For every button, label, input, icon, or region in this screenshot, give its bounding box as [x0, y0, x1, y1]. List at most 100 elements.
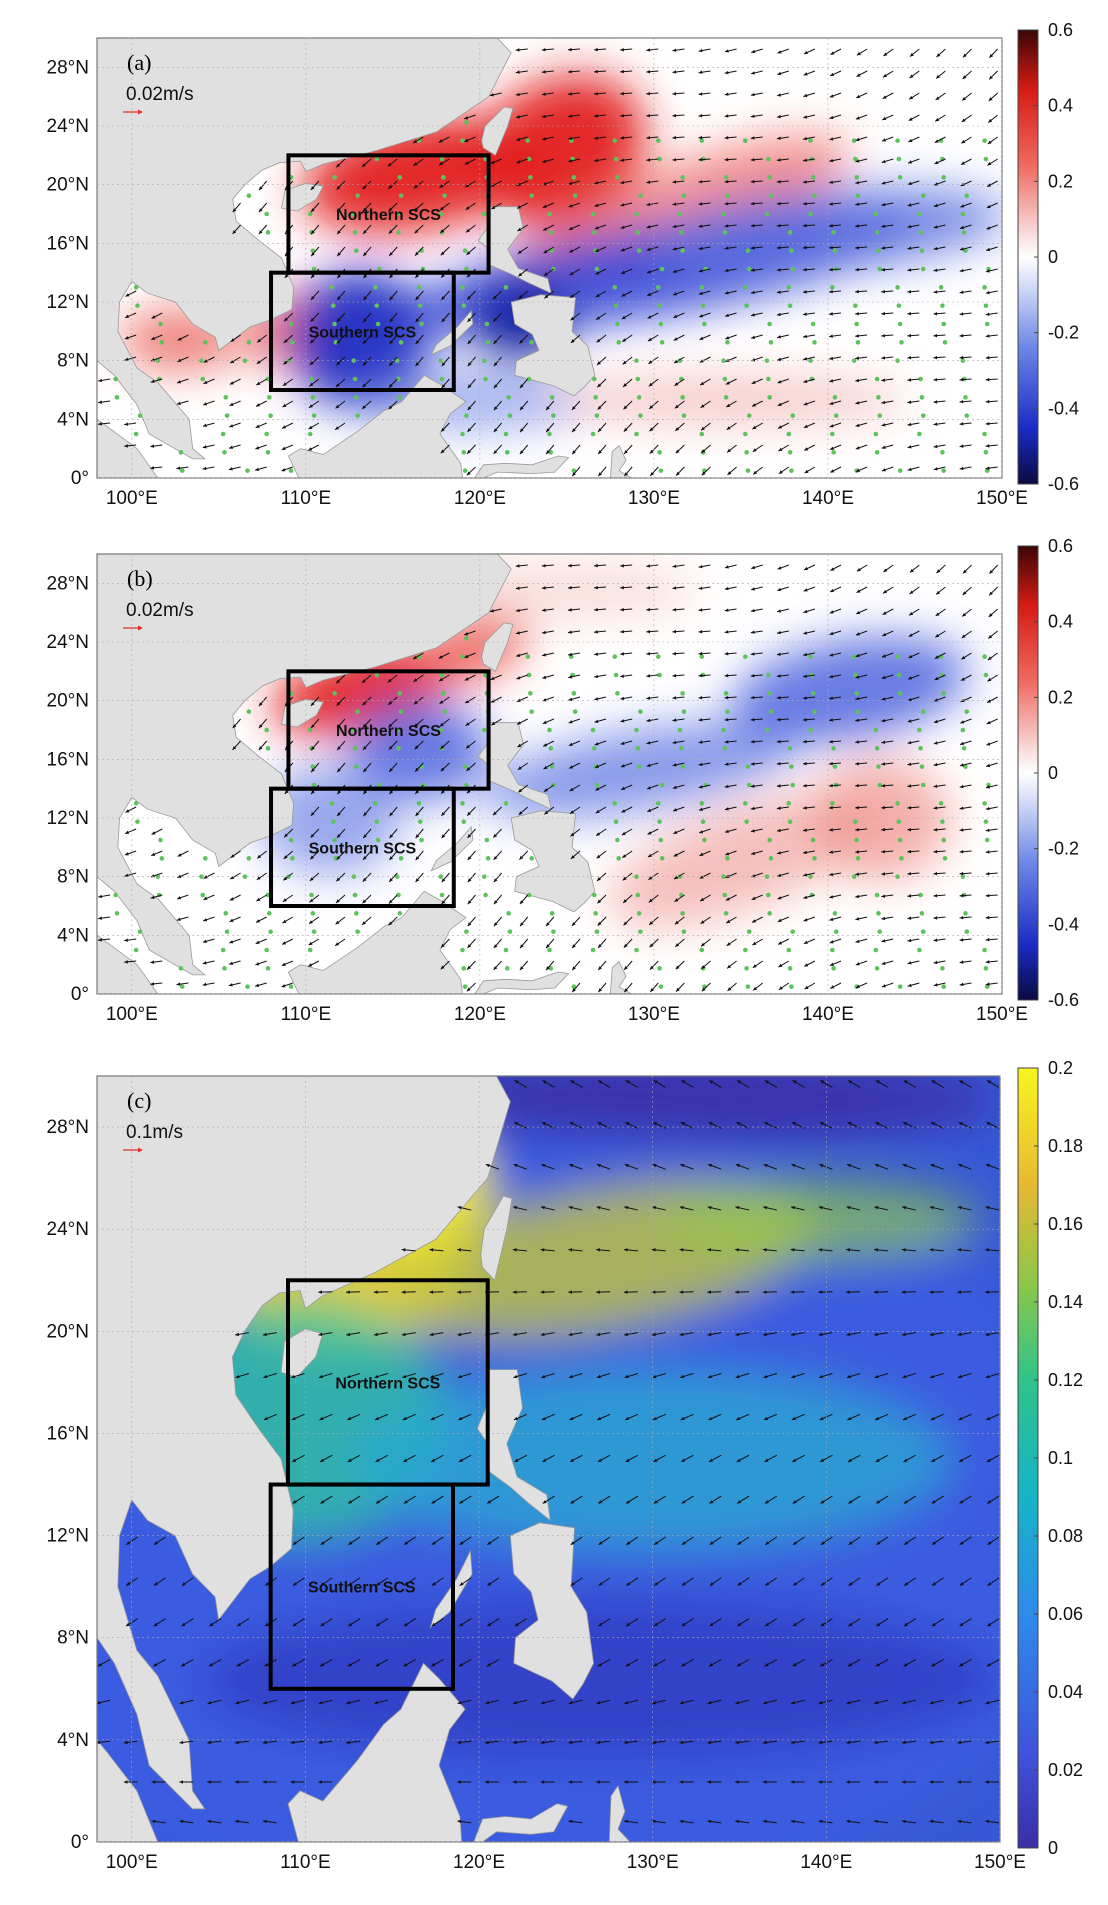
stipple-dot: [856, 856, 861, 861]
stipple-dot: [982, 432, 987, 437]
lon-tick-label: 110°E: [281, 1004, 332, 1025]
stipple-dot: [614, 303, 619, 308]
stipple-dot: [312, 929, 317, 934]
stipple-dot: [939, 285, 944, 290]
stipple-dot: [637, 911, 642, 916]
stipple-dot: [854, 691, 859, 696]
stipple-dot: [876, 764, 881, 769]
colorbar-label: -0.2: [1048, 839, 1079, 859]
stipple-dot: [461, 966, 466, 971]
stipple-dot: [593, 395, 598, 400]
stipple-dot: [789, 248, 794, 253]
stipple-dot: [899, 856, 904, 861]
stipple-dot: [898, 322, 903, 327]
stipple-dot: [659, 468, 664, 473]
stipple-dot: [875, 966, 880, 971]
stipple-dot: [529, 856, 534, 861]
stipple-dot: [787, 432, 792, 437]
stipple-dot: [264, 728, 269, 733]
stipple-dot: [746, 764, 751, 769]
stipple-dot: [769, 193, 774, 198]
stipple-dot: [656, 801, 661, 806]
stipple-dot: [551, 929, 556, 934]
stipple-dot: [984, 303, 989, 308]
stipple-dot: [895, 801, 900, 806]
stipple-dot: [875, 450, 880, 455]
stipple-dot: [767, 322, 772, 327]
lon-tick-label: 120°E: [454, 1004, 506, 1025]
stipple-dot: [723, 230, 728, 235]
stipple-dot: [874, 432, 879, 437]
stipple-dot: [984, 819, 989, 824]
stipple-dot: [638, 709, 643, 714]
colorbar-label: 0: [1048, 247, 1058, 267]
stipple-dot: [268, 929, 273, 934]
stipple-dot: [264, 212, 269, 217]
stipple-dot: [657, 966, 662, 971]
stipple-dot: [612, 801, 617, 806]
stipple-dot: [743, 801, 748, 806]
stipple-dot: [355, 709, 360, 714]
stipple-dot: [701, 819, 706, 824]
stipple-dot: [440, 673, 445, 678]
stipple-dot: [482, 212, 487, 217]
stipple-dot: [788, 746, 793, 751]
stipple-dot: [134, 285, 139, 290]
stipple-dot: [699, 801, 704, 806]
stipple-dot: [547, 728, 552, 733]
stipple-dot: [725, 193, 730, 198]
stipple-dot: [460, 948, 465, 953]
stipple-dot: [790, 413, 795, 418]
stipple-dot: [529, 193, 534, 198]
stipple-dot: [790, 929, 795, 934]
stipple-dot: [330, 801, 335, 806]
stipple-dot: [614, 819, 619, 824]
scale-label: 0.1m/s: [126, 1122, 183, 1143]
stipple-dot: [723, 893, 728, 898]
stipple-dot: [592, 230, 597, 235]
stipple-dot: [746, 984, 751, 989]
stipple-dot: [743, 432, 748, 437]
stipple-dot: [940, 303, 945, 308]
stipple-dot: [355, 413, 360, 418]
lat-tick-label: 16°N: [47, 233, 89, 254]
stipple-dot: [504, 285, 509, 290]
stipple-dot: [308, 212, 313, 217]
stipple-dot: [160, 340, 165, 345]
lon-tick-label: 110°E: [281, 488, 332, 509]
stipple-dot: [853, 819, 858, 824]
stipple-dot: [264, 948, 269, 953]
stipple-dot: [289, 838, 294, 843]
stipple-dot: [634, 432, 639, 437]
stipple-dot: [113, 893, 118, 898]
colorbar-label: 0.2: [1048, 171, 1073, 191]
colorbar-label: -0.6: [1048, 474, 1079, 494]
stipple-dot: [682, 709, 687, 714]
stipple-dot: [921, 267, 926, 272]
stipple-dot: [874, 948, 879, 953]
stipple-dot: [856, 340, 861, 345]
lon-tick-label: 130°E: [627, 1852, 679, 1873]
stipple-dot: [398, 911, 403, 916]
stipple-dot: [680, 764, 685, 769]
stipple-dot: [656, 138, 661, 143]
stipple-dot: [941, 468, 946, 473]
stipple-dot: [854, 838, 859, 843]
stipple-dot: [921, 413, 926, 418]
stipple-dot: [941, 691, 946, 696]
stipple-dot: [158, 322, 163, 327]
stipple-dot: [550, 911, 555, 916]
stipple-dot: [595, 929, 600, 934]
stipple-dot: [898, 691, 903, 696]
region-label: Southern SCS: [309, 324, 417, 341]
stipple-dot: [766, 893, 771, 898]
stipple-dot: [331, 819, 336, 824]
stipple-dot: [834, 929, 839, 934]
stipple-dot: [417, 285, 422, 290]
stipple-dot: [529, 340, 534, 345]
lat-tick-label: 20°N: [47, 175, 89, 196]
stipple-dot: [592, 746, 597, 751]
stipple-dot: [461, 819, 466, 824]
